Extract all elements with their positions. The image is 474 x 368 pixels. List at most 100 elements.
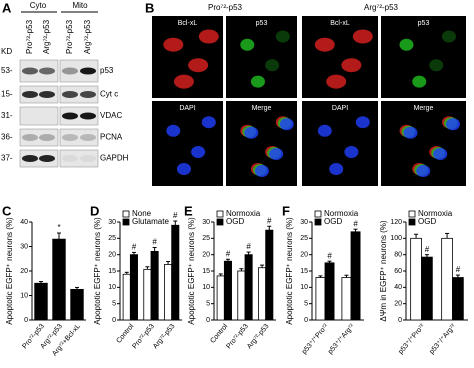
blot [59,149,99,168]
band [62,67,78,75]
bar [441,237,453,321]
significance: # [353,219,358,228]
legend-swatch [408,218,416,226]
channel-label: Bcl-xL [330,20,350,27]
band [62,155,78,162]
y-tick-label: 30 [20,243,28,250]
y-tick-label: 15 [300,268,308,275]
protein-label: VDAC [100,111,122,120]
y-tick-label: 20 [202,252,210,259]
significance: # [456,265,461,274]
significance: # [152,238,157,247]
cell [250,75,265,88]
legend-label: OGD [418,217,436,226]
x-tick-label: Control [209,323,229,345]
cell [329,163,344,175]
protein-label: GAPDH [100,154,129,163]
cell [279,118,294,131]
y-axis-label: Apoptotic EGFP⁺ neurons (%) [5,217,14,325]
y-tick-label: 25 [300,235,308,242]
bar [324,262,335,321]
panel-label: A [2,0,12,15]
lane-label: Pro⁷²-p53 [65,19,74,54]
legend-swatch [216,218,224,226]
group-label: Pro⁷²-p53 [208,3,243,12]
y-tick-label: 0 [24,317,28,324]
blot [19,106,59,126]
mw-marker: 37- [1,154,13,163]
panel-label: E [184,203,193,218]
band [39,134,55,141]
cell [341,58,362,73]
cell [355,116,370,129]
y-tick-label: 20 [300,252,308,259]
band [22,67,38,75]
legend-label: Normoxia [324,209,359,218]
significance: # [226,249,231,258]
y-tick-label: 0 [112,317,116,324]
y-tick-label: 40 [20,219,28,226]
bar [237,270,246,321]
cell [176,163,191,175]
cell [314,37,335,52]
group-label: Cyto [30,1,47,10]
y-tick-label: 0 [398,317,402,324]
channel-label: Merge [252,105,272,112]
band [39,91,55,98]
cell [198,29,219,44]
bar [244,254,253,321]
bar [315,277,326,321]
legend-label: Glutamate [132,217,169,226]
channel-label: DAPI [179,105,195,112]
cell [399,38,414,51]
x-tick-label: Arg⁷²-p53 [152,323,177,350]
y-tick-label: 20 [20,268,28,275]
cell [442,30,456,43]
x-tick-label: Arg⁷²-p53 [246,323,271,350]
y-tick-label: 5 [206,301,210,308]
cell [317,124,332,137]
channel-label: p53 [418,20,430,27]
y-axis-label: Apoptotic EGFP⁺ neurons (%) [187,217,196,325]
significance: # [173,211,178,220]
y-tick-label: 25 [202,235,210,242]
lane-label: Arg⁷²-p53 [42,19,51,54]
legend-label: OGD [226,217,244,226]
y-tick-label: 0 [304,317,308,324]
band [62,91,78,98]
lane-label: Pro⁷²-p53 [25,19,34,54]
bar [265,229,274,321]
cell [433,148,448,160]
significance: # [246,242,251,251]
channel-label: p53 [256,20,268,27]
bar [223,260,232,321]
y-tick-label: 5 [112,301,116,308]
bar [34,282,48,321]
band [39,155,55,162]
y-tick-label: 20 [108,252,116,259]
legend-label: Normoxia [226,209,261,218]
bar [164,264,173,321]
group-label: Mito [72,1,88,10]
y-tick-label: 25 [108,235,116,242]
group-label: Arg⁷²-p53 [364,3,399,12]
legend-label: Normoxia [418,209,453,218]
cell [265,59,280,72]
y-tick-label: 120 [390,219,402,226]
y-tick-label: 30 [202,219,210,226]
x-tick-label: p53⁺/⁺Pro⁷² [397,322,426,355]
cell [275,30,290,43]
cell [240,38,255,51]
y-tick-label: 30 [108,219,116,226]
y-tick-label: 100 [390,235,402,242]
panel-label: C [2,203,12,218]
cell [188,58,209,73]
cell [201,116,216,129]
legend-swatch [216,210,224,218]
cell [344,146,359,158]
band [80,91,96,98]
legend-swatch [122,210,130,218]
legend-swatch [122,218,130,226]
cell [352,29,373,44]
